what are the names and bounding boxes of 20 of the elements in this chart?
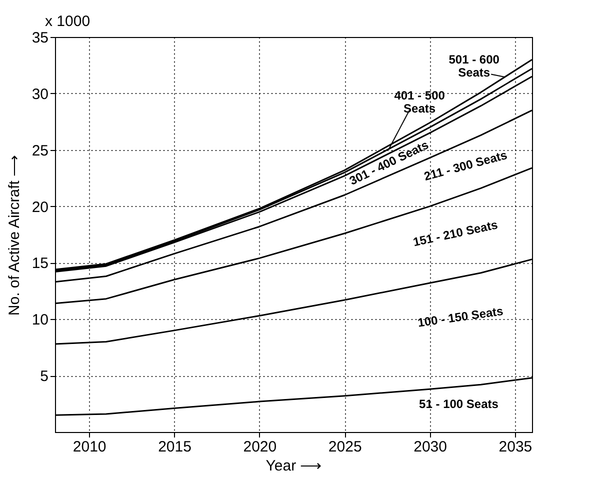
series-label: 501 - 600 Seats <box>448 52 500 80</box>
series-label: 401 - 500 Seats <box>394 88 446 116</box>
y-tick-label: 20 <box>32 198 48 216</box>
y-axis-title: No. of Active Aircraft ⟶ <box>6 154 23 316</box>
x-axis-title: Year ⟶ <box>266 458 322 474</box>
text: 151 - 210 Seats <box>412 218 500 250</box>
y-tick-label: 35 <box>32 30 48 46</box>
series-label: 51 - 100 Seats <box>419 396 499 411</box>
x-tick-label: 2015 <box>158 438 192 456</box>
y-tick-label: 30 <box>32 86 48 103</box>
y-tick-label: 10 <box>32 312 48 329</box>
x-tick-label: 2020 <box>243 438 277 456</box>
x-tick-label: 2030 <box>414 438 447 456</box>
x-tick-label: 2035 <box>498 438 532 456</box>
x-tick-label: 2010 <box>72 438 106 456</box>
y-tick-label: 25 <box>32 142 48 160</box>
y-tick-label: 5 <box>40 368 48 386</box>
y-tick-label: 15 <box>32 255 48 272</box>
text: x 1000 <box>45 13 90 30</box>
x-tick-label: 2025 <box>328 438 362 456</box>
